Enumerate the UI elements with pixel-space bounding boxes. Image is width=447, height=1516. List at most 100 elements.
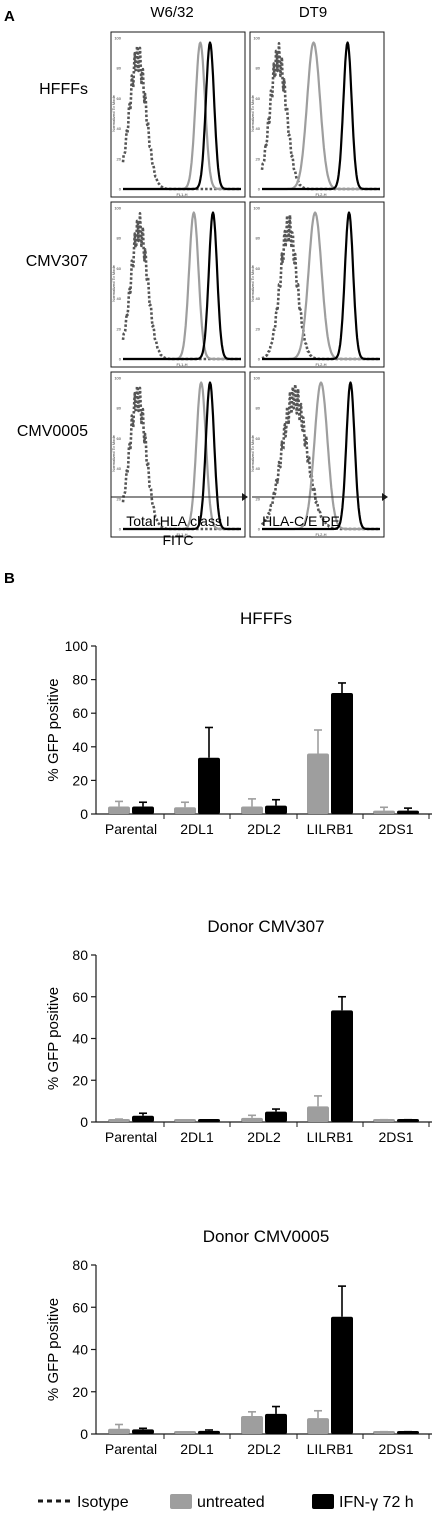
bar-charts: HFFFs 0 20 40 60 80 100 % GFP positive Parental 2… — [45, 609, 432, 1457]
inner-tick-label: 20 — [256, 496, 261, 501]
category-label: 2DL2 — [247, 1441, 281, 1457]
inner-x-label: FL1-H — [176, 532, 187, 537]
y-tick-label: 80 — [72, 947, 88, 963]
bar-ifn — [132, 1115, 154, 1122]
histogram-frame — [249, 31, 385, 198]
inner-tick-label: 80 — [256, 236, 261, 241]
bar-untreated — [108, 806, 130, 814]
category-label: 2DS1 — [378, 821, 413, 837]
category-label: 2DL1 — [180, 1129, 214, 1145]
bar-chart-title: Donor CMV0005 — [203, 1227, 330, 1246]
bar-untreated — [241, 806, 263, 814]
bar-untreated — [241, 1117, 263, 1122]
legend-untreated-swatch — [170, 1494, 192, 1509]
histogram-frame — [110, 201, 246, 368]
inner-tick-label: 0 — [258, 527, 261, 532]
histogram-curve-isotype — [261, 213, 381, 361]
histogram-curve-untreated — [261, 381, 381, 531]
legend-isotype-label: Isotype — [77, 1494, 129, 1511]
inner-tick-label: 40 — [117, 296, 122, 301]
inner-tick-label: 60 — [117, 436, 122, 441]
y-tick-label: 60 — [72, 989, 88, 1005]
inner-tick-label: 100 — [114, 206, 121, 211]
bar-untreated — [373, 1431, 395, 1434]
inner-x-label: FL2-H — [315, 192, 326, 197]
bar-ifn — [132, 1429, 154, 1434]
category-label: LILRB1 — [307, 821, 354, 837]
histogram-frame — [249, 201, 385, 368]
bar-ifn — [331, 1010, 353, 1122]
x-axis-label-pe: HLA-C/E PE — [262, 513, 340, 529]
histogram-curve-isotype — [121, 45, 242, 191]
inner-tick-label: 20 — [256, 326, 261, 331]
inner-tick-label: 20 — [117, 156, 122, 161]
arrow-head-right — [382, 493, 388, 501]
bar-ifn — [265, 1413, 287, 1434]
y-tick-label: 0 — [80, 806, 88, 822]
category-label: 2DL1 — [180, 821, 214, 837]
column-title-w632: W6/32 — [150, 4, 193, 21]
bar-untreated — [307, 1418, 329, 1434]
category-label: 2DS1 — [378, 1441, 413, 1457]
bar-untreated — [108, 1428, 130, 1434]
inner-tick-label: 100 — [253, 36, 260, 41]
inner-tick-label: 20 — [117, 496, 122, 501]
bar-ifn — [265, 805, 287, 814]
y-axis-label: % GFP positive — [45, 1298, 62, 1401]
histogram-frame — [249, 371, 385, 538]
y-tick-label: 60 — [72, 705, 88, 721]
category-label: 2DL2 — [247, 1129, 281, 1145]
category-label: Parental — [105, 1441, 157, 1457]
x-axis-label-fitc-line1: Total HLA class I — [126, 513, 230, 529]
bar-untreated — [373, 810, 395, 814]
inner-tick-label: 100 — [114, 376, 121, 381]
inner-tick-label: 40 — [256, 466, 261, 471]
y-axis-label: % GFP positive — [45, 678, 62, 781]
histogram-curve-ifn — [261, 211, 381, 361]
category-label: LILRB1 — [307, 1129, 354, 1145]
panel-b-letter: B — [4, 570, 15, 587]
category-label: 2DL1 — [180, 1441, 214, 1457]
y-tick-label: 100 — [65, 638, 89, 654]
histogram-frame — [110, 31, 246, 198]
inner-tick-label: 80 — [256, 406, 261, 411]
inner-tick-label: 40 — [256, 126, 261, 131]
histogram-hfffs-dt9: 0 20 40 60 80 100 Normalized To Mode FL2-H — [249, 31, 385, 198]
y-tick-label: 60 — [72, 1299, 88, 1315]
legend-untreated-label: untreated — [197, 1494, 265, 1511]
histogram-curve-isotype — [121, 212, 242, 361]
inner-tick-label: 40 — [256, 296, 261, 301]
y-tick-label: 40 — [72, 1342, 88, 1358]
bar-ifn — [198, 1430, 220, 1434]
histogram-curve-isotype — [121, 385, 242, 531]
row-label-cmv307: CMV307 — [26, 253, 88, 270]
inner-y-label: Normalized To Mode — [111, 94, 116, 131]
bar-ifn — [331, 693, 353, 814]
y-tick-label: 0 — [80, 1426, 88, 1442]
inner-tick-label: 60 — [256, 96, 261, 101]
inner-x-label: FL2-H — [315, 362, 326, 367]
bar-chart-3: Donor CMV0005 0 20 40 60 80 % GFP positive Pare… — [45, 1227, 432, 1457]
inner-tick-label: 80 — [256, 66, 261, 71]
arrow-head-left — [242, 493, 248, 501]
bar-ifn — [397, 810, 419, 814]
inner-tick-label: 40 — [117, 126, 122, 131]
bar-chart-2: Donor CMV307 0 20 40 60 80 % GFP positive Paren… — [45, 917, 432, 1145]
inner-tick-label: 60 — [256, 266, 261, 271]
inner-tick-label: 0 — [258, 187, 261, 192]
bar-chart-title: HFFFs — [240, 609, 292, 628]
inner-tick-label: 20 — [256, 156, 261, 161]
inner-tick-label: 40 — [117, 466, 122, 471]
category-label: Parental — [105, 821, 157, 837]
histogram-curve-untreated — [122, 211, 242, 361]
histogram-curve-ifn — [122, 41, 242, 191]
histogram-cmv0005-w632: 0 20 40 60 80 100 Normalized To Mode FL1-H — [110, 371, 246, 538]
histogram-curve-isotype — [260, 383, 381, 531]
bar-ifn — [132, 806, 154, 814]
histogram-cmv307-w632: 0 20 40 60 80 100 Normalized To Mode FL1-H — [110, 201, 246, 368]
column-title-dt9: DT9 — [299, 4, 327, 21]
category-label: LILRB1 — [307, 1441, 354, 1457]
inner-tick-label: 60 — [117, 96, 122, 101]
bar-untreated — [241, 1416, 263, 1434]
